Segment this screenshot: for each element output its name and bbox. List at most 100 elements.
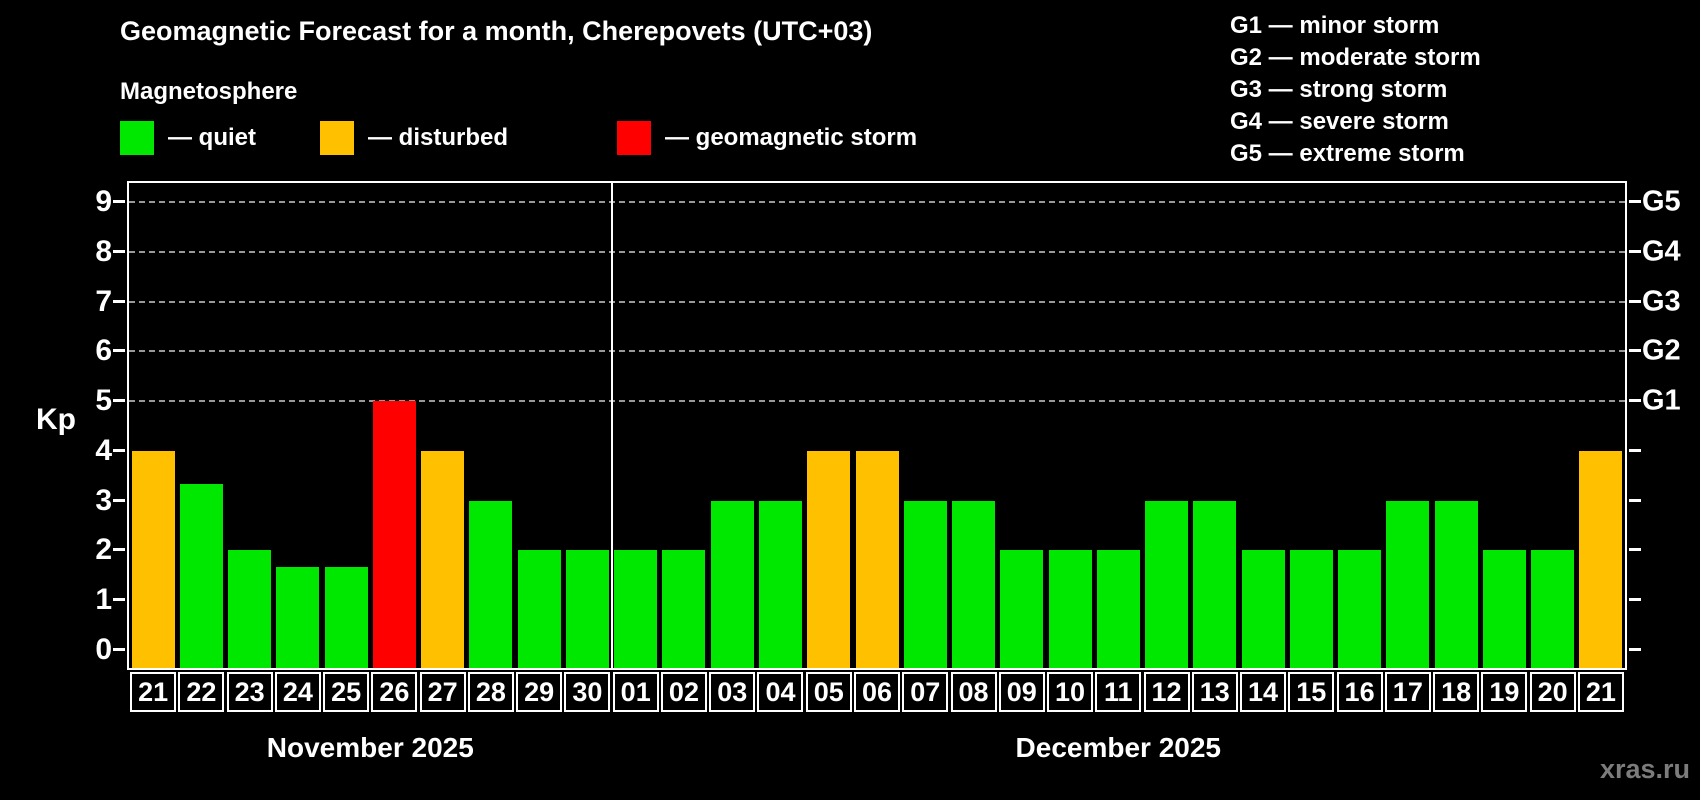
kp-bar-day-07 — [903, 500, 947, 668]
y-tick-label-7: 7 — [95, 284, 112, 318]
day-label-dec-04: 04 — [757, 672, 804, 712]
kp-bar-day-26 — [372, 401, 416, 668]
kp-bar-day-15 — [1289, 550, 1333, 668]
axis-tick-right-3 — [1629, 498, 1641, 502]
kp-bar-day-06 — [855, 450, 899, 668]
kp-bar-day-10 — [1048, 550, 1092, 668]
legend-swatch-disturbed — [320, 121, 354, 155]
day-label-dec-09: 09 — [998, 672, 1045, 712]
plot-area — [113, 181, 1641, 670]
y-tick-label-5: 5 — [95, 384, 112, 418]
g-scale-legend: G1 — minor storm G2 — moderate storm G3 — … — [1230, 10, 1481, 170]
day-label-dec-02: 02 — [660, 672, 707, 712]
day-label-nov-21: 21 — [130, 672, 177, 712]
watermark: xras.ru — [1599, 754, 1690, 784]
gridline-kp5 — [129, 400, 1625, 403]
axis-tick-left-2 — [113, 548, 125, 552]
g-axis-label-G4: G4 — [1642, 235, 1681, 268]
day-label-nov-25: 25 — [323, 672, 370, 712]
legend-label: — geomagnetic storm — [665, 124, 918, 151]
day-label-dec-21: 21 — [1577, 672, 1624, 712]
legend-swatch-storm — [617, 121, 651, 155]
kp-bar-day-25 — [324, 566, 368, 668]
legend-item-storm: — geomagnetic storm — [617, 120, 917, 156]
axis-tick-left-4 — [113, 448, 125, 452]
day-label-dec-18: 18 — [1433, 672, 1480, 712]
y-tick-label-4: 4 — [95, 433, 112, 467]
day-label-dec-01: 01 — [612, 672, 659, 712]
month-label-0: November 2025 — [266, 732, 474, 763]
g-legend-line: G4 — severe storm — [1230, 108, 1449, 135]
legend-item-disturbed: — disturbed — [320, 120, 508, 156]
g-axis-label-G2: G2 — [1642, 334, 1681, 367]
kp-bar-day-05 — [807, 450, 851, 668]
kp-bar-day-17 — [1386, 500, 1430, 668]
y-axis-title: Kp — [36, 403, 76, 436]
y-tick-label-3: 3 — [95, 483, 112, 517]
kp-bar-day-02 — [662, 550, 706, 668]
day-label-dec-15: 15 — [1288, 672, 1335, 712]
legend-label: — quiet — [168, 124, 256, 151]
kp-bar-day-23 — [228, 550, 272, 668]
kp-bar-day-22 — [179, 484, 223, 668]
kp-bar-day-28 — [469, 500, 513, 668]
day-label-dec-20: 20 — [1529, 672, 1576, 712]
axis-tick-left-8 — [113, 249, 125, 253]
y-tick-label-9: 9 — [95, 184, 112, 218]
g-axis-label-G3: G3 — [1642, 285, 1681, 318]
y-tick-label-0: 0 — [95, 633, 112, 666]
axis-tick-right-4 — [1629, 448, 1641, 452]
day-label-nov-26: 26 — [371, 672, 418, 712]
axis-tick-left-3 — [113, 498, 125, 502]
axis-tick-right-7 — [1629, 299, 1641, 303]
axis-tick-right-1 — [1629, 598, 1641, 602]
axis-tick-right-9 — [1629, 199, 1641, 203]
g-legend-line: G5 — extreme storm — [1230, 140, 1465, 167]
day-label-nov-29: 29 — [516, 672, 563, 712]
kp-bar-day-16 — [1338, 550, 1382, 668]
axis-tick-left-0 — [113, 648, 125, 651]
gridline-kp8 — [129, 250, 1625, 253]
day-label-dec-05: 05 — [805, 672, 852, 712]
y-tick-label-6: 6 — [95, 334, 112, 368]
day-label-nov-27: 27 — [419, 672, 466, 712]
g-legend-line: G3 — strong storm — [1230, 76, 1448, 103]
kp-bar-day-21 — [1579, 450, 1623, 668]
legend-label: — disturbed — [368, 124, 509, 151]
day-label-dec-14: 14 — [1240, 672, 1287, 712]
axis-tick-left-9 — [113, 199, 125, 203]
gridline-kp7 — [129, 300, 1625, 303]
month-separator — [610, 183, 613, 668]
g-legend-line: G1 — minor storm — [1230, 12, 1440, 39]
kp-bar-day-12 — [1145, 500, 1189, 668]
axis-tick-right-2 — [1629, 548, 1641, 552]
kp-bar-day-20 — [1531, 550, 1575, 668]
day-label-nov-30: 30 — [564, 672, 611, 712]
day-label-dec-06: 06 — [854, 672, 900, 712]
kp-bar-day-11 — [1096, 550, 1140, 668]
kp-bar-day-14 — [1241, 550, 1285, 668]
day-label-dec-16: 16 — [1336, 672, 1383, 712]
day-label-dec-07: 07 — [902, 672, 949, 712]
legend-item-quiet: — quiet — [120, 120, 256, 156]
kp-bar-day-21 — [131, 450, 175, 668]
axis-tick-right-0 — [1629, 648, 1641, 651]
y-tick-label-1: 1 — [95, 583, 112, 617]
day-label-nov-22: 22 — [178, 672, 225, 712]
day-label-dec-17: 17 — [1384, 672, 1431, 712]
kp-bar-day-18 — [1434, 500, 1478, 668]
day-label-dec-10: 10 — [1047, 672, 1094, 712]
kp-bar-day-04 — [758, 500, 802, 668]
y-tick-label-2: 2 — [95, 533, 112, 567]
g-legend-line: G2 — moderate storm — [1230, 44, 1481, 71]
y-tick-label-8: 8 — [95, 234, 112, 268]
axis-tick-left-1 — [113, 598, 125, 602]
kp-bar-day-01 — [614, 550, 658, 668]
axis-tick-left-5 — [113, 399, 125, 403]
kp-bar-day-19 — [1482, 550, 1526, 668]
kp-bar-day-09 — [1000, 550, 1044, 668]
axis-tick-left-6 — [113, 349, 125, 353]
kp-bar-day-13 — [1193, 500, 1237, 668]
legend-swatch-quiet — [120, 121, 154, 155]
